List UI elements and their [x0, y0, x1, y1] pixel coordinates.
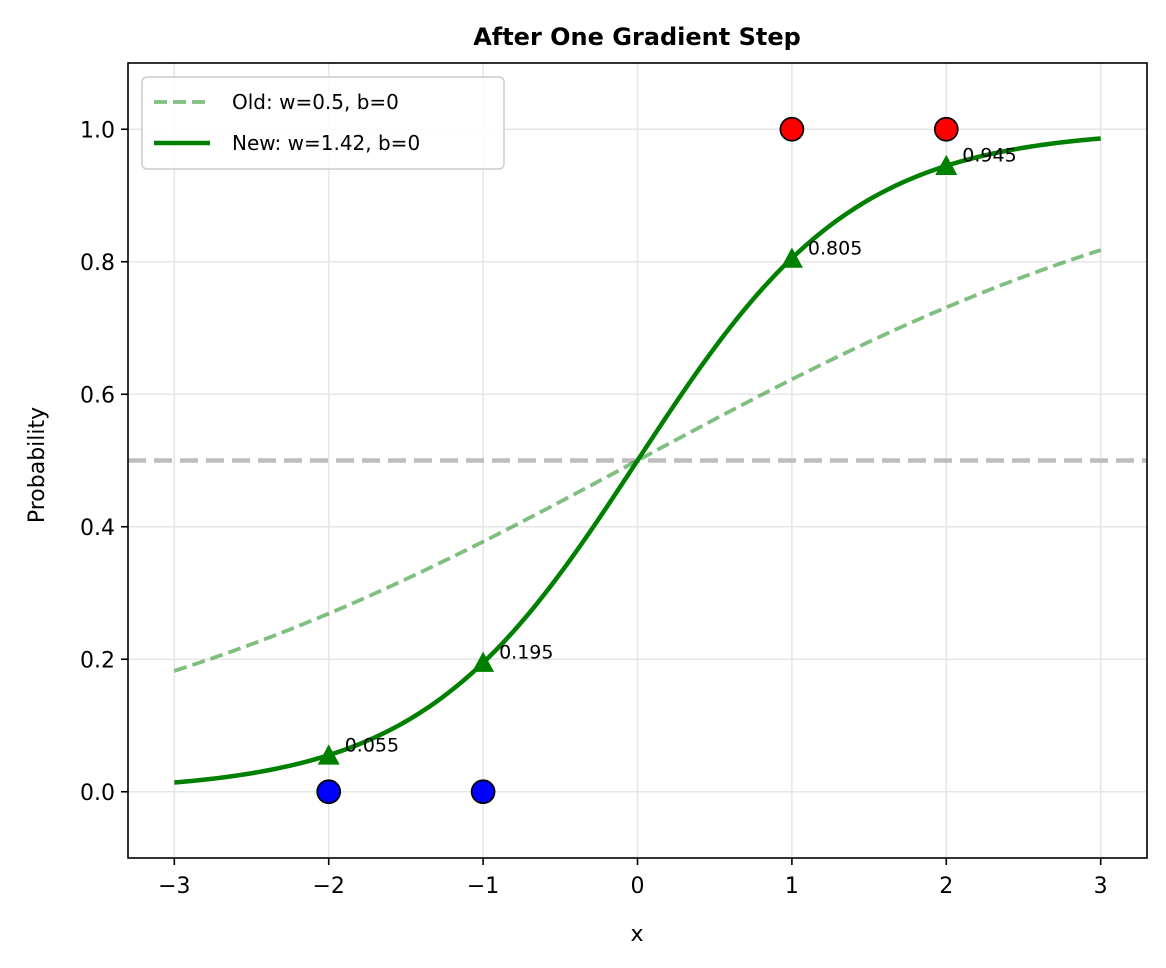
prediction-marker: [780, 247, 803, 268]
x-tick-label: −2: [312, 874, 344, 899]
prediction-marker: [317, 744, 340, 765]
data-points: [316, 116, 959, 805]
legend-label-old: Old: w=0.5, b=0: [232, 90, 399, 114]
x-tick-label: 0: [631, 874, 645, 899]
x-tick-label: −3: [158, 874, 190, 899]
y-tick-label: 0.2: [80, 648, 115, 673]
x-tick-label: 1: [785, 874, 799, 899]
data-point: [316, 779, 342, 805]
prediction-marker: [472, 651, 495, 672]
x-axis-label: x: [630, 922, 643, 947]
y-axis-label: Probability: [25, 407, 50, 523]
y-tick-label: 0.8: [80, 251, 115, 276]
y-tick-label: 1.0: [80, 118, 115, 143]
data-point: [779, 116, 805, 142]
data-point: [933, 116, 959, 142]
axis-ticks: −3 −2 −1 0 1 2 3 0.0 0.2 0.4 0.6 0.8 1.0: [80, 118, 1108, 899]
legend: Old: w=0.5, b=0 New: w=1.42, b=0: [141, 76, 505, 170]
prediction-label: 0.945: [962, 145, 1016, 167]
y-tick-label: 0.4: [80, 516, 115, 541]
data-point: [470, 779, 496, 805]
x-tick-label: −1: [467, 874, 499, 899]
series-line-old: [173, 248, 1102, 673]
y-tick-label: 0.6: [80, 383, 115, 408]
legend-label-new: New: w=1.42, b=0: [232, 131, 420, 155]
x-tick-label: 3: [1094, 874, 1108, 899]
prediction-marker: [935, 154, 958, 176]
y-tick-label: 0.0: [80, 781, 115, 806]
prediction-label: 0.805: [808, 237, 862, 259]
x-tick-label: 2: [939, 874, 953, 899]
legend-box: [141, 76, 505, 170]
prediction-markers: 0.055 0.195 0.805 0.945: [317, 145, 1017, 765]
prediction-label: 0.055: [345, 734, 399, 756]
chart-title: After One Gradient Step: [473, 23, 801, 51]
prediction-label: 0.195: [499, 642, 553, 664]
